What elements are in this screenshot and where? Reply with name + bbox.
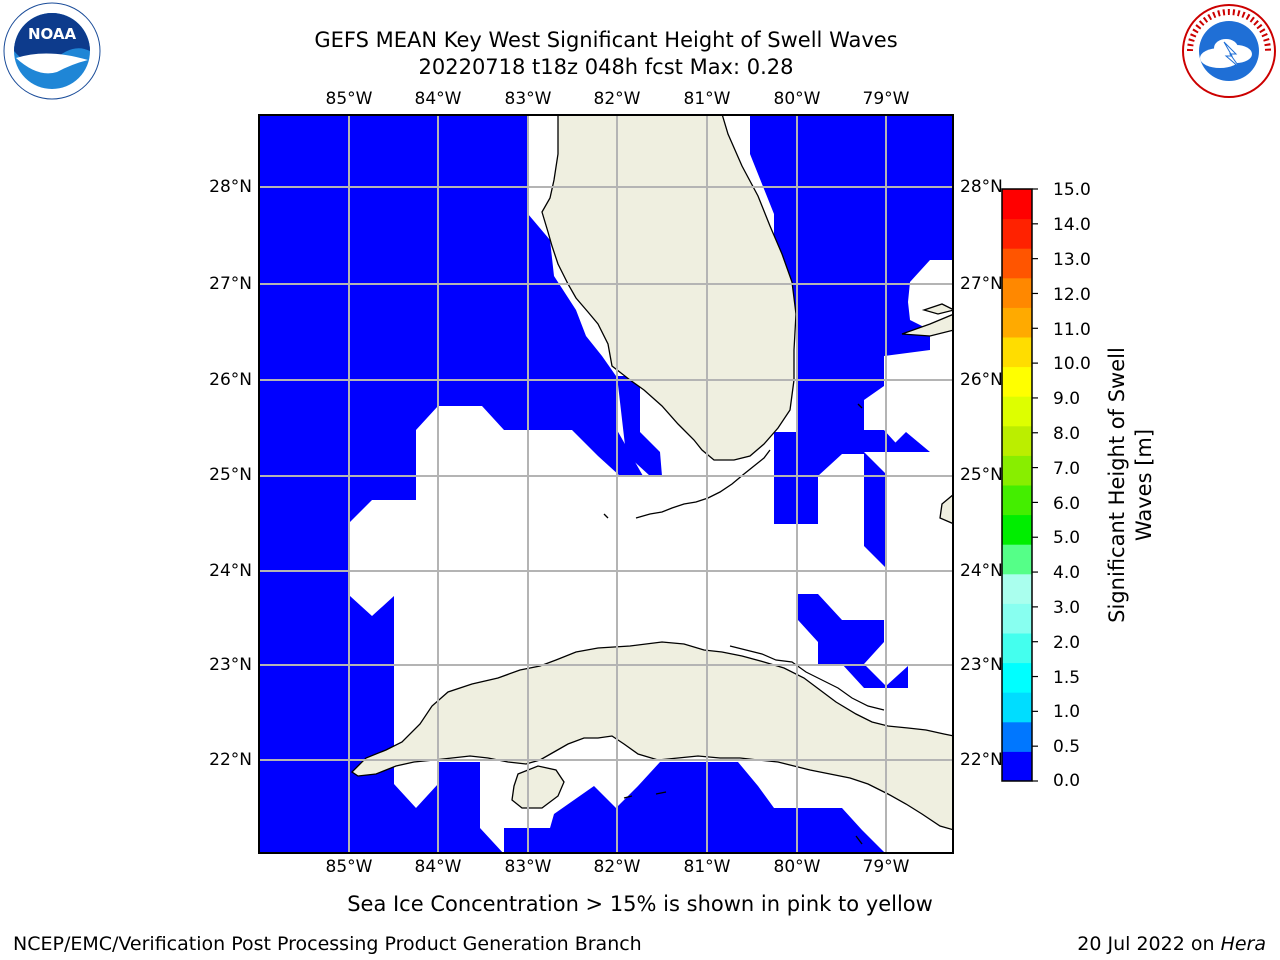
colorbar-segment bbox=[1002, 573, 1032, 604]
colorbar-segment bbox=[1002, 662, 1032, 693]
graticule bbox=[258, 114, 954, 854]
colorbar-tick-label: 9.0 bbox=[1053, 389, 1081, 409]
lat-label-left: 27°N bbox=[209, 274, 252, 294]
colorbar-segment bbox=[1002, 218, 1032, 249]
lon-label-top: 81°W bbox=[683, 89, 731, 109]
colorbar-tick-label: 4.0 bbox=[1053, 563, 1081, 583]
colorbar-label-text: Significant Height of Swell Waves [m] bbox=[1104, 330, 1160, 640]
colorbar-segment bbox=[1002, 189, 1032, 220]
lon-label-bottom: 79°W bbox=[862, 857, 910, 877]
noaa-logo: NOAA bbox=[3, 2, 101, 100]
lat-label-left: 23°N bbox=[209, 655, 252, 675]
colorbar-segment bbox=[1002, 603, 1032, 634]
map-border bbox=[258, 114, 954, 854]
colorbar-tick-label: 14.0 bbox=[1053, 215, 1091, 235]
colorbar-label: Significant Height of Swell Waves [m] bbox=[1104, 330, 1160, 640]
colorbar-tick-label: 15.0 bbox=[1053, 180, 1091, 200]
lon-label-bottom: 84°W bbox=[414, 857, 462, 877]
lat-label-right: 26°N bbox=[960, 370, 1003, 390]
footer-date: 20 Jul 2022 on Hera bbox=[1077, 933, 1266, 955]
colorbar-tick-label: 1.5 bbox=[1053, 668, 1081, 688]
sea-ice-note-text: Sea Ice Concentration > 15% is shown in … bbox=[347, 892, 933, 916]
lat-label-left: 24°N bbox=[209, 561, 252, 581]
lat-label-left: 22°N bbox=[209, 750, 252, 770]
colorbar-segment bbox=[1002, 425, 1032, 456]
lon-label-bottom: 81°W bbox=[683, 857, 731, 877]
colorbar-tick-label: 3.0 bbox=[1053, 598, 1081, 618]
nws-logo bbox=[1182, 4, 1276, 98]
lon-label-top: 82°W bbox=[593, 89, 641, 109]
colorbar-segment bbox=[1002, 544, 1032, 575]
colorbar-label-line1: Significant Height of Swell bbox=[1105, 347, 1129, 623]
colorbar-tick-label: 12.0 bbox=[1053, 285, 1091, 305]
colorbar-segment bbox=[1002, 692, 1032, 723]
landmass bbox=[350, 114, 954, 845]
colorbar-label-line2: Waves [m] bbox=[1132, 428, 1156, 542]
colorbar bbox=[1001, 188, 1038, 782]
lon-label-bottom: 82°W bbox=[593, 857, 641, 877]
colorbar-tick-label: 5.0 bbox=[1053, 528, 1081, 548]
colorbar-segment bbox=[1002, 485, 1032, 516]
colorbar-border bbox=[1001, 188, 1033, 782]
lat-label-left: 26°N bbox=[209, 370, 252, 390]
lon-label-top: 85°W bbox=[325, 89, 373, 109]
colorbar-segment bbox=[1002, 751, 1032, 782]
lon-label-bottom: 80°W bbox=[773, 857, 821, 877]
colorbar-segment bbox=[1002, 307, 1032, 338]
footer-date-text: 20 Jul 2022 on bbox=[1077, 933, 1221, 955]
lon-label-top: 80°W bbox=[773, 89, 821, 109]
colorbar-segment bbox=[1002, 455, 1032, 486]
colorbar-segment bbox=[1002, 337, 1032, 368]
lat-label-right: 28°N bbox=[960, 177, 1003, 197]
footer-credit: NCEP/EMC/Verification Post Processing Pr… bbox=[13, 933, 642, 955]
colorbar-segment bbox=[1002, 366, 1032, 397]
lon-label-bottom: 83°W bbox=[504, 857, 552, 877]
colorbar-tick-label: 1.0 bbox=[1053, 702, 1081, 722]
lon-label-top: 79°W bbox=[862, 89, 910, 109]
lon-label-top: 83°W bbox=[504, 89, 552, 109]
colorbar-segment bbox=[1002, 721, 1032, 752]
colorbar-tick-label: 13.0 bbox=[1053, 250, 1091, 270]
colorbar-tick-label: 8.0 bbox=[1053, 424, 1081, 444]
colorbar-tick-label: 11.0 bbox=[1053, 320, 1091, 340]
lat-label-left: 28°N bbox=[209, 177, 252, 197]
sea-ice-note: Sea Ice Concentration > 15% is shown in … bbox=[0, 892, 1280, 916]
map-panel bbox=[258, 114, 954, 854]
colorbar-tick-label: 10.0 bbox=[1053, 354, 1091, 374]
colorbar-segment bbox=[1002, 248, 1032, 279]
colorbar-segment bbox=[1002, 396, 1032, 427]
lat-label-right: 25°N bbox=[960, 465, 1003, 485]
lat-label-right: 27°N bbox=[960, 274, 1003, 294]
map-title-line2: 20220718 t18z 048h fcst Max: 0.28 bbox=[418, 55, 794, 79]
noaa-logo-text: NOAA bbox=[28, 25, 77, 43]
colorbar-tick-label: 0.5 bbox=[1053, 737, 1081, 757]
lon-label-bottom: 85°W bbox=[325, 857, 373, 877]
colorbar-tick-label: 6.0 bbox=[1053, 494, 1081, 514]
footer-machine: Hera bbox=[1220, 933, 1266, 955]
lat-label-right: 24°N bbox=[960, 561, 1003, 581]
colorbar-tick-label: 2.0 bbox=[1053, 633, 1081, 653]
map-title-line1: GEFS MEAN Key West Significant Height of… bbox=[314, 28, 898, 52]
lat-label-left: 25°N bbox=[209, 465, 252, 485]
lat-label-right: 22°N bbox=[960, 750, 1003, 770]
colorbar-segment bbox=[1002, 514, 1032, 545]
colorbar-tick-label: 0.0 bbox=[1053, 771, 1081, 791]
swell-shading bbox=[258, 114, 954, 854]
lon-label-top: 84°W bbox=[414, 89, 462, 109]
colorbar-segment bbox=[1002, 633, 1032, 664]
colorbar-tick-label: 7.0 bbox=[1053, 459, 1081, 479]
colorbar-segment bbox=[1002, 277, 1032, 308]
lat-label-right: 23°N bbox=[960, 655, 1003, 675]
